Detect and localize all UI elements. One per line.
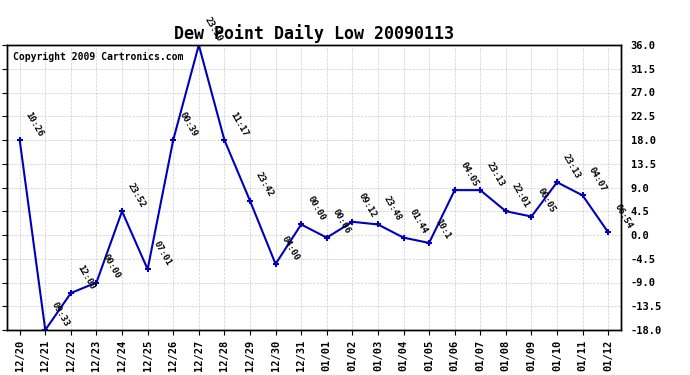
Text: 23:13: 23:13 [484, 160, 506, 188]
Text: 23:52: 23:52 [126, 181, 148, 209]
Text: 23:50: 23:50 [203, 15, 224, 43]
Text: 00:00: 00:00 [305, 195, 326, 222]
Text: 11:17: 11:17 [228, 110, 250, 138]
Text: 09:33: 09:33 [50, 300, 70, 328]
Text: 00:00: 00:00 [101, 252, 122, 280]
Text: 23:13: 23:13 [561, 152, 582, 180]
Text: 00:39: 00:39 [177, 110, 199, 138]
Text: 00:06: 00:06 [331, 208, 352, 236]
Text: 04:00: 04:00 [279, 234, 301, 262]
Text: 04:05: 04:05 [459, 160, 480, 188]
Text: 10:1: 10:1 [433, 217, 452, 241]
Text: Copyright 2009 Cartronics.com: Copyright 2009 Cartronics.com [13, 52, 184, 62]
Text: 23:42: 23:42 [254, 171, 275, 198]
Text: 12:00: 12:00 [75, 263, 97, 291]
Text: 06:54: 06:54 [612, 202, 633, 230]
Text: 22:01: 22:01 [510, 181, 531, 209]
Text: 09:12: 09:12 [357, 192, 377, 220]
Text: 04:07: 04:07 [586, 165, 608, 193]
Text: 01:44: 01:44 [408, 208, 429, 236]
Text: 07:01: 07:01 [152, 239, 173, 267]
Text: 00:05: 00:05 [535, 187, 557, 214]
Text: 10:26: 10:26 [24, 110, 45, 138]
Text: 23:48: 23:48 [382, 195, 404, 222]
Title: Dew Point Daily Low 20090113: Dew Point Daily Low 20090113 [174, 24, 454, 44]
